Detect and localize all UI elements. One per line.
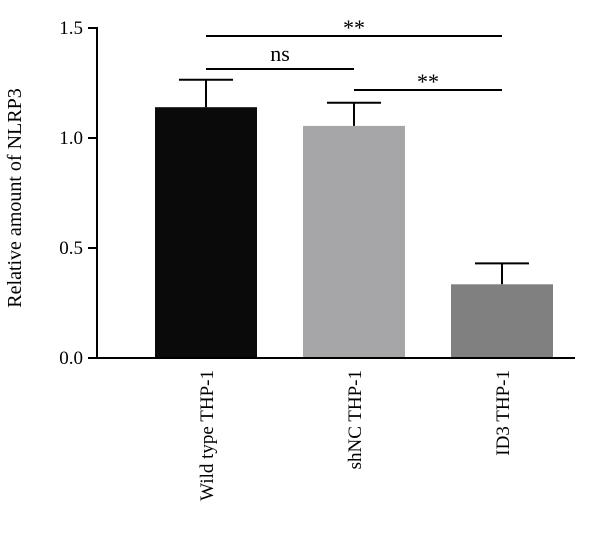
bar (303, 125, 405, 359)
category-labels-layer: Wild type THP-1 shNC THP-1 ID3 THP-1 (197, 370, 514, 501)
category-label: ID3 THP-1 (493, 370, 514, 456)
significance-label: ** (417, 69, 439, 94)
bar (451, 284, 553, 358)
y-tick-label: 0.0 (59, 348, 83, 369)
significance-label: ns (270, 41, 290, 66)
y-tick-label: 1.0 (59, 128, 83, 149)
y-ticks-layer: 0.0 0.5 1.0 1.5 (59, 18, 97, 369)
significance-layer: ** ns ** (206, 15, 502, 94)
bar (155, 107, 257, 358)
category-label: shNC THP-1 (345, 370, 366, 469)
category-label: Wild type THP-1 (197, 370, 218, 501)
y-tick-label: 1.5 (59, 18, 83, 39)
error-bar (179, 78, 233, 108)
y-tick-label: 0.5 (59, 238, 83, 259)
error-bars-layer (179, 78, 529, 285)
error-bar (327, 101, 381, 126)
y-axis-title: Relative amount of NLRP3 (4, 88, 26, 307)
error-bar (475, 262, 529, 285)
significance-label: ** (343, 15, 365, 40)
bars-layer (155, 107, 553, 359)
axes-layer (96, 27, 575, 359)
